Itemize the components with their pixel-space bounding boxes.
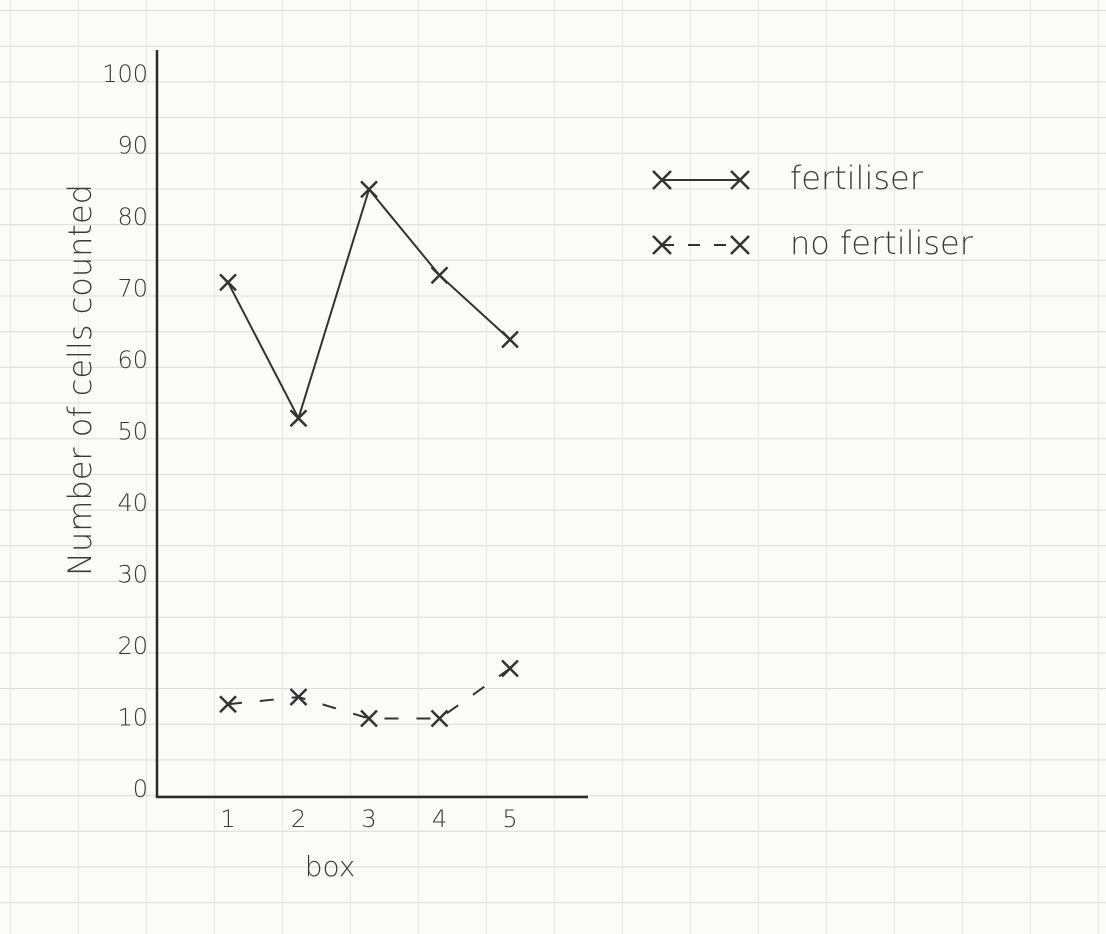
point-marker: [432, 267, 448, 283]
point-marker: [361, 181, 377, 197]
legend-label: no fertiliser: [790, 224, 974, 262]
point-marker: [502, 660, 518, 676]
y-tick-label: 40: [117, 489, 148, 517]
x-tick-label: 2: [291, 805, 306, 833]
x-tick-label: 1: [220, 805, 235, 833]
series-line: [228, 189, 510, 418]
legend-label: fertiliser: [790, 159, 924, 197]
y-tick-label: 70: [117, 275, 148, 303]
point-marker: [291, 410, 307, 426]
point-marker: [502, 332, 518, 348]
x-tick-label: 3: [361, 805, 376, 833]
y-axis-label: Number of cells counted: [61, 184, 99, 576]
point-marker: [220, 274, 236, 290]
y-tick-label: 100: [102, 60, 148, 88]
point-marker: [361, 711, 377, 727]
x-tick-label: 5: [502, 805, 517, 833]
y-tick-label: 60: [117, 346, 148, 374]
x-tick-label: 4: [432, 805, 447, 833]
y-tick-label: 20: [117, 632, 148, 660]
page: box Number of cells counted 0 10 20 30 40 50 6…: [0, 0, 1106, 934]
y-tick-label: 80: [117, 203, 148, 231]
chart: box Number of cells counted 0 10 20 30 40 50 6…: [0, 0, 1106, 934]
y-tick-label: 90: [117, 132, 148, 160]
y-tick-label: 30: [117, 561, 148, 589]
point-marker: [432, 711, 448, 727]
y-tick-label: 50: [117, 418, 148, 446]
y-tick-label: 10: [117, 704, 148, 732]
y-tick-label: 0: [133, 775, 148, 803]
x-axis-label: box: [305, 850, 356, 883]
series-line: [228, 668, 510, 718]
